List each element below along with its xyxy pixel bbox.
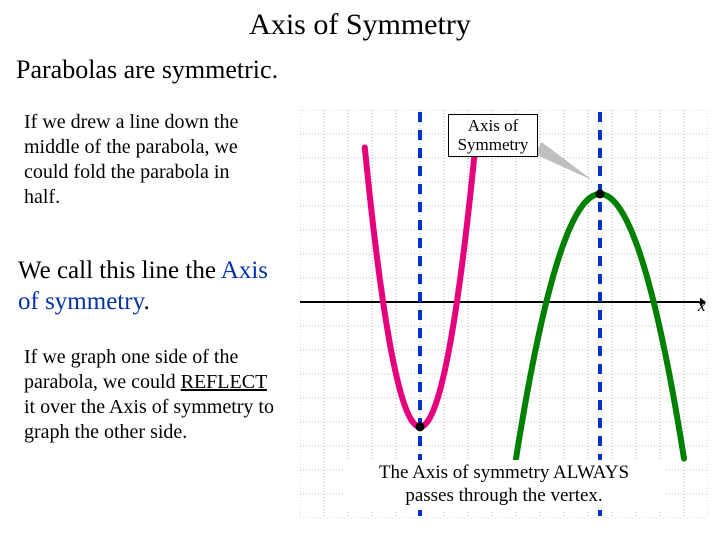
caption-line2: passes through the vertex. [405, 485, 602, 506]
axis-callout-box: Axis of Symmetry [448, 114, 538, 157]
paragraph-3: If we graph one side of the parabola, we… [24, 345, 274, 445]
caption-line1: The Axis of symmetry ALWAYS [379, 462, 629, 483]
reflect-term: REFLECT [181, 371, 267, 393]
para2-prefix: We call this line the [18, 257, 221, 284]
paragraph-1: If we drew a line down the middle of the… [24, 110, 264, 210]
callout-line2: Symmetry [458, 135, 529, 154]
page-title: Axis of Symmetry [0, 8, 720, 42]
callout-line1: Axis of [468, 116, 519, 135]
x-axis-label: x [698, 296, 706, 316]
chart: Axis of Symmetry The Axis of symmetry AL… [300, 110, 708, 518]
chart-caption: The Axis of symmetry ALWAYS passes throu… [344, 460, 664, 510]
subtitle: Parabolas are symmetric. [16, 55, 278, 85]
para2-suffix: . [143, 288, 149, 315]
para3-b: it over the Axis of symmetry to graph th… [24, 396, 274, 443]
paragraph-2: We call this line the Axis of symmetry. [18, 255, 278, 318]
chart-svg [300, 110, 708, 518]
